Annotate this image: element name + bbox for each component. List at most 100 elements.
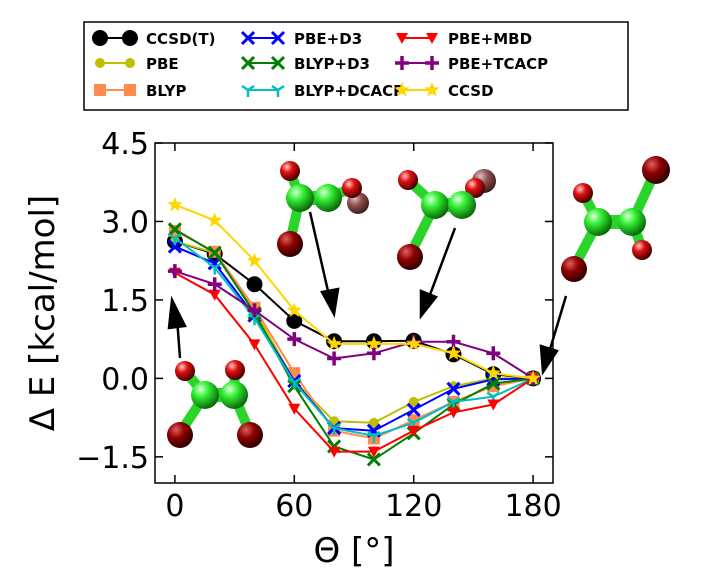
annotation-arrows [167,211,568,376]
data-point-pbe-tcacp [486,346,501,361]
data-point-pbe-mbd [248,339,261,351]
data-point-blyp-dcacp [168,233,182,246]
series-line-blyp-dcacp [174,237,534,437]
legend-label-ccsd-t: CCSD(T) [146,30,216,48]
legend: CCSD(T) PBE BLYP PBE+D3 BLYP+D3 BLYP+DCACP PBE… [83,21,629,111]
y-axis-label: Δ E [kcal/mol] [23,195,63,431]
molecule-120deg-illustration [397,169,496,270]
data-point-blyp-dcacp [208,262,222,275]
legend-marker-pbe-tcacp [395,56,409,70]
data-point-pbe-tcacp [207,277,222,292]
legend-label-blyp-d3: BLYP+D3 [294,55,370,73]
legend-marker-blyp-dcacp [271,84,285,97]
data-point-pbe-mbd [328,446,341,458]
data-point-blyp-d3 [327,439,342,454]
legend-marker-ccsd-t [122,30,138,46]
legend-marker-blyp [94,84,106,96]
x-tick-label: 0 [165,489,184,524]
data-point-ccsd [246,252,263,268]
data-point-pbe-mbd [367,446,380,458]
legend-marker-blyp [124,84,136,96]
data-point-blyp-d3 [366,452,381,467]
legend-label-pbe-mbd: PBE+MBD [448,30,532,48]
data-point-blyp-dcacp [327,423,341,436]
legend-entry-blyp-dcacp: BLYP+DCACP [241,82,404,100]
legend-entry-ccsd: CCSD [394,82,494,100]
series-pbe-tcacp [167,264,541,386]
arrow-to-0deg [167,295,187,359]
arrow-to-180deg [539,295,568,376]
x-axis-label: Θ [°] [313,531,394,571]
series-line-blyp-d3 [174,228,534,461]
y-tick-label: −1.5 [76,441,149,476]
legend-label-pbe-d3: PBE+D3 [294,30,362,48]
legend-entry-pbe-d3: PBE+D3 [240,30,362,48]
legend-marker-ccsd [424,82,440,97]
legend-marker-blyp-d3 [270,55,286,71]
data-point-ccsd [366,335,382,351]
data-point-pbe-tcacp [287,332,302,347]
data-point-pbe-d3 [406,402,421,417]
legend-marker-pbe [125,58,135,68]
legend-label-blyp-dcacp: BLYP+DCACP [294,82,404,100]
series-blyp [168,224,540,445]
series-line-pbe-tcacp [174,270,534,380]
molecule-trans-illustration [561,156,670,282]
legend-marker-pbe-mbd [396,33,408,44]
data-point-ccsd [167,196,183,212]
legend-label-blyp: BLYP [146,82,187,100]
x-tick-label: 180 [504,489,561,524]
legend-label-pbe: PBE [146,55,179,73]
legend-entry-pbe-tcacp: PBE+TCACP [395,55,548,73]
data-point-pbe [408,396,419,407]
legend-entry-blyp-d3: BLYP+D3 [240,55,370,73]
legend-frame [83,21,629,111]
series-line-ccsd-t [174,240,534,380]
legend-marker-ccsd-t [92,30,108,46]
x-tick-label: 60 [275,489,313,524]
molecule-90deg-illustration [277,161,369,257]
data-point-pbe-d3 [167,239,182,254]
y-tick-label: 1.5 [101,284,149,319]
y-tick-label: 0.0 [101,362,149,397]
data-point-blyp-d3 [486,376,501,391]
data-point-pbe-tcacp [167,264,182,279]
data-point-ccsd [326,335,342,351]
arrow-to-80deg [308,211,340,318]
legend-entry-pbe: PBE [95,55,179,73]
y-tick-label: 3.0 [101,205,149,240]
y-tick-label: 4.5 [101,127,149,162]
data-point-ccsd-t [286,312,303,329]
arrow-to-120deg [419,227,457,320]
data-point-pbe-d3 [446,381,461,396]
legend-marker-blyp-d3 [240,55,256,71]
legend-entry-blyp: BLYP [94,82,187,100]
series-ccsd-t [166,233,542,387]
legend-marker-ccsd [394,82,410,97]
axis-ticks: 0 60 120 180 −1.5 0.0 1.5 3.0 4.5 [76,127,562,524]
legend-marker-pbe-d3 [240,30,256,46]
data-point-pbe-mbd [208,289,221,301]
legend-entry-pbe-mbd: PBE+MBD [396,30,532,48]
data-point-ccsd [207,212,223,227]
data-point-ccsd [406,335,422,351]
series-layer [166,196,542,467]
data-point-pbe-tcacp [366,346,381,361]
legend-marker-blyp-dcacp [241,84,255,97]
legend-marker-pbe [95,58,105,68]
data-point-pbe-mbd [288,403,301,415]
x-tick-label: 120 [385,489,442,524]
series-line-pbe-d3 [174,245,534,432]
data-point-ccsd [286,302,302,317]
data-point-pbe-mbd [407,425,420,437]
data-point-pbe [368,417,379,428]
legend-entry-ccsd-t: CCSD(T) [92,30,216,48]
series-line-pbe-mbd [174,271,534,453]
series-ccsd [167,196,541,385]
data-point-ccsd [485,365,501,380]
legend-marker-pbe-tcacp [425,56,439,70]
data-point-blyp-d3 [207,245,222,260]
legend-marker-pbe-d3 [270,30,286,46]
data-point-ccsd-t [246,276,263,293]
